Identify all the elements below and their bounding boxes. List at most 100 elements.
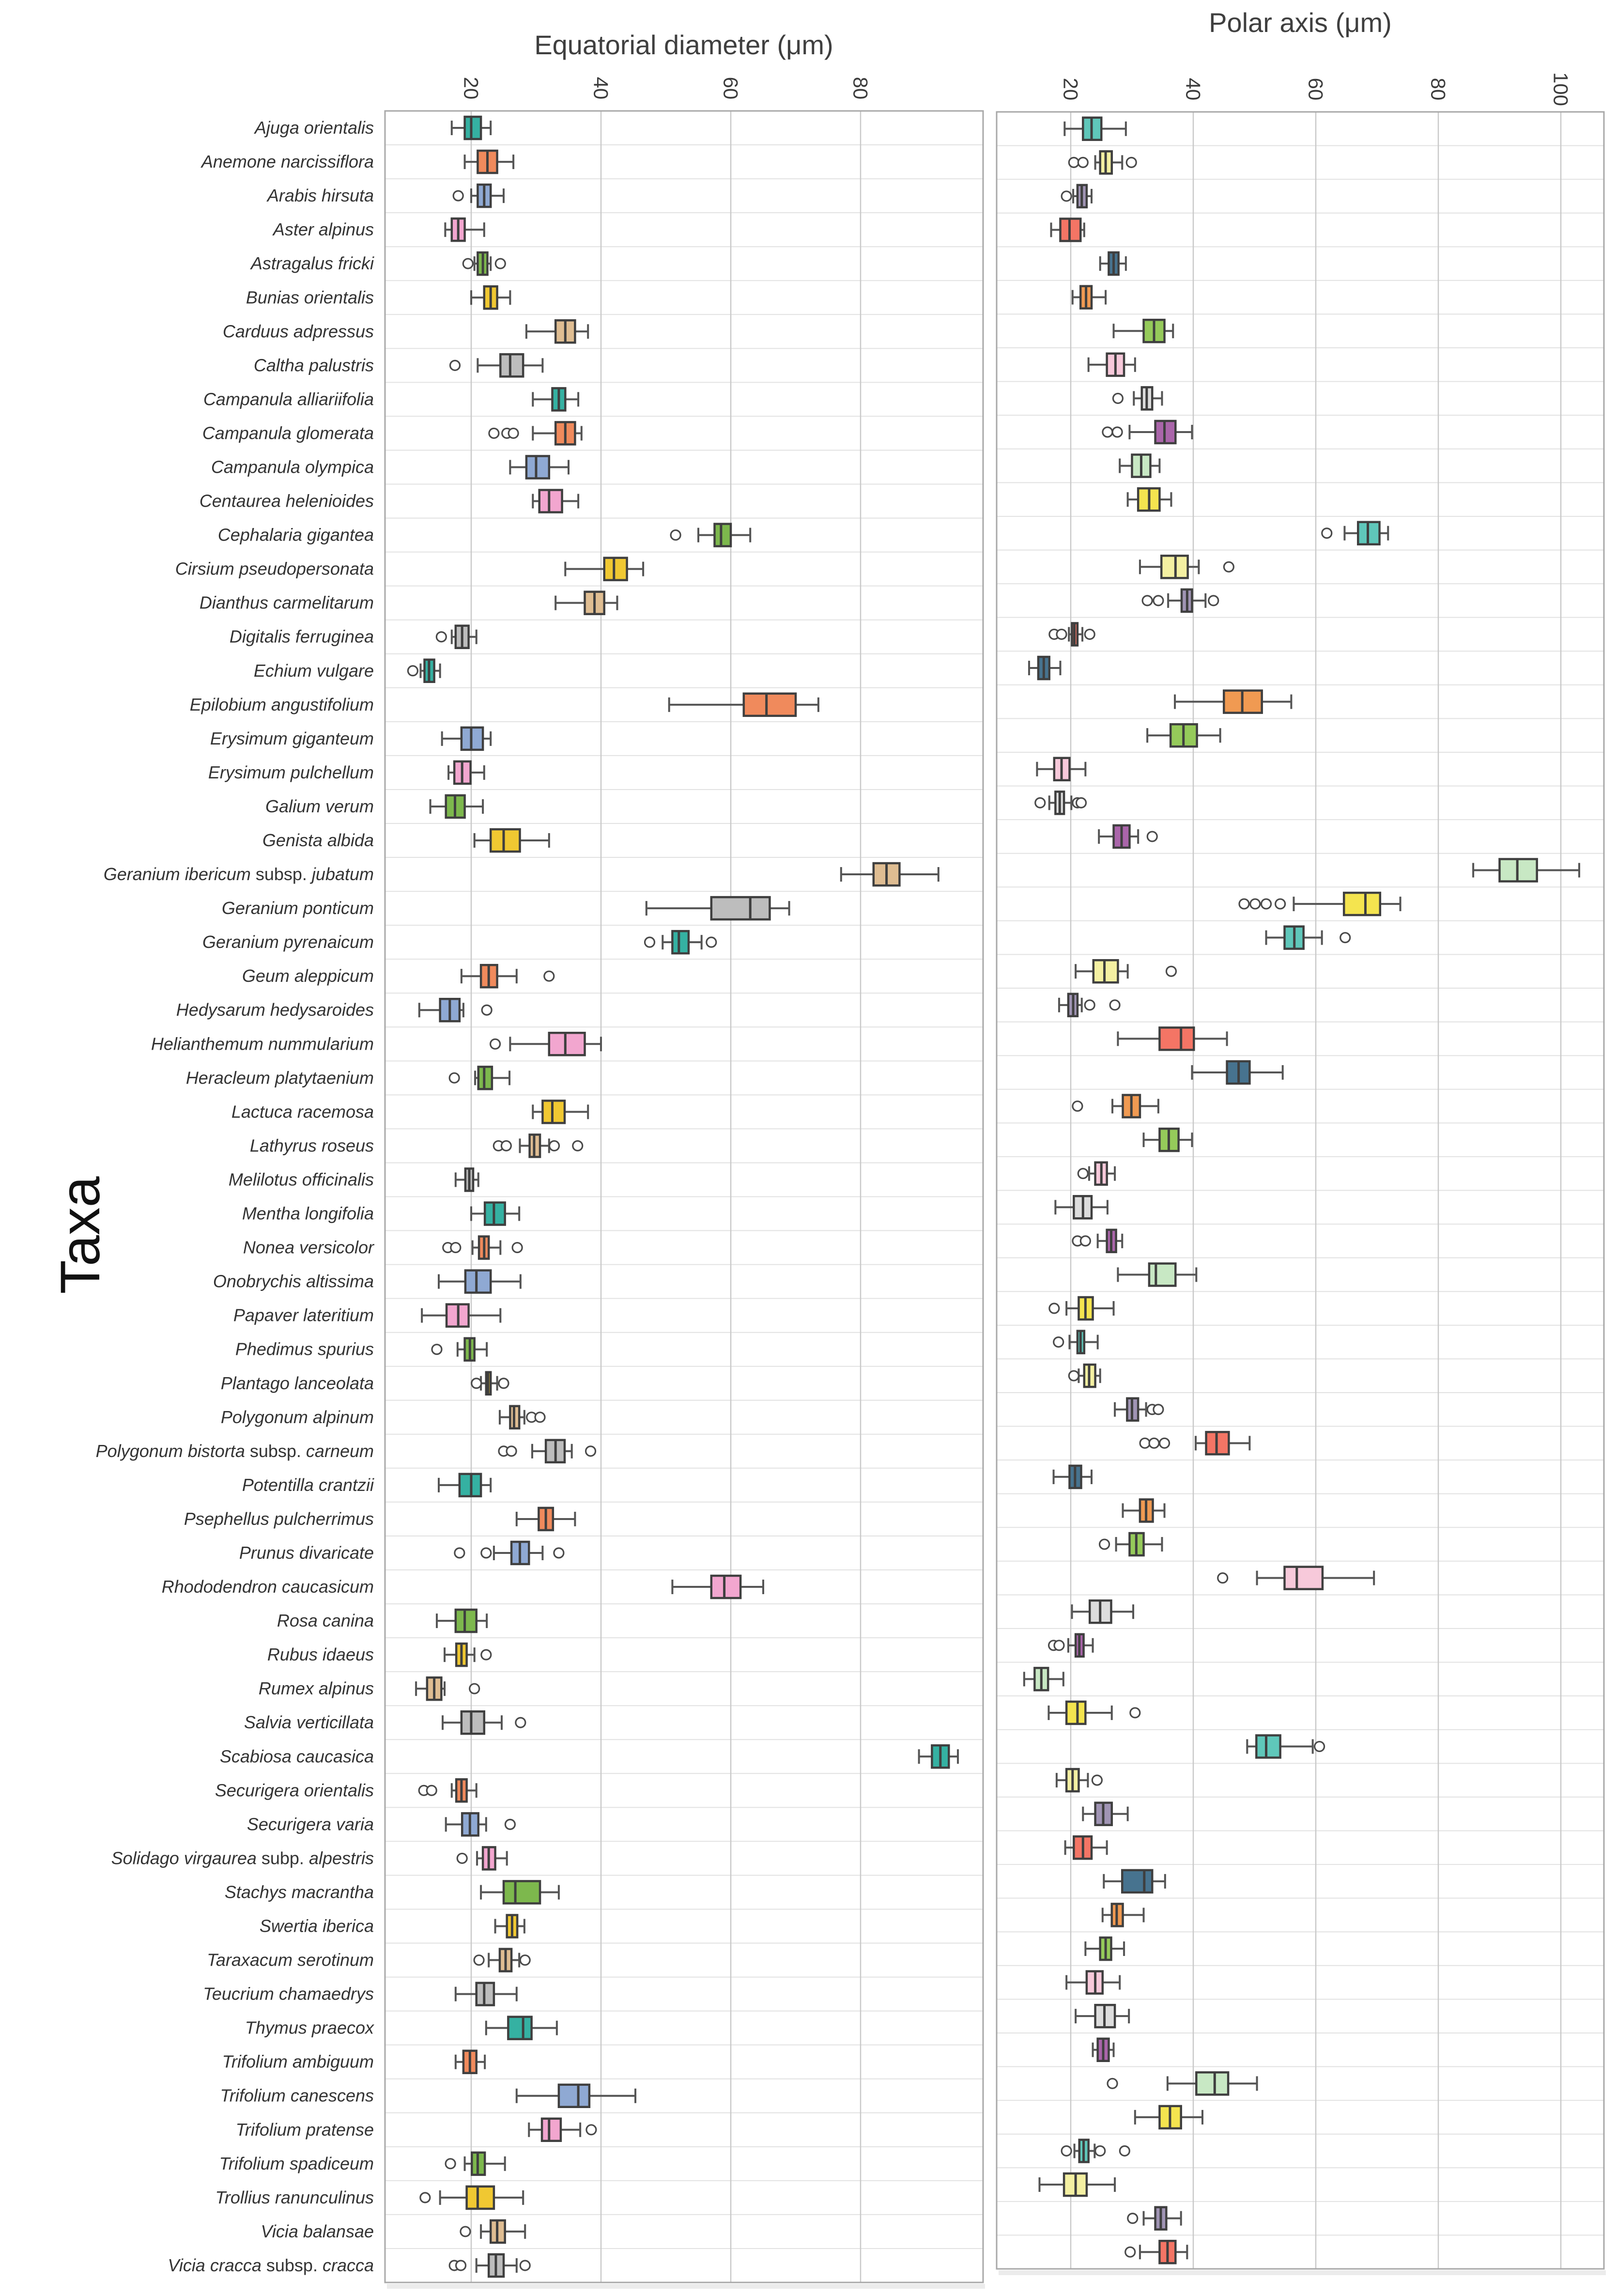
outlier-point [1313, 1740, 1325, 1753]
iqr-box [454, 1608, 477, 1633]
taxa-label: Trifolium spadiceum [219, 2154, 374, 2173]
boxplot-eq-lathyrus-roseus [493, 1133, 584, 1158]
x-tick-label: 80 [849, 77, 872, 100]
boxplot-pol-cephalaria-gigantea [1321, 521, 1389, 545]
boxplot-eq-papaver-lateritium [421, 1303, 502, 1328]
boxplot-eq-galium-verum [429, 794, 484, 819]
boxplot-pol-geranium-ponticum [1238, 891, 1401, 916]
outlier-point [450, 1241, 462, 1254]
iqr-box [464, 1269, 492, 1294]
iqr-box [502, 1880, 541, 1905]
boxplot-eq-phedimus-spurius [431, 1337, 488, 1362]
boxplot-eq-trifolium-ambiguum [454, 2049, 486, 2074]
boxplot-pol-stachys-macrantha [1103, 1869, 1166, 1894]
boxplot-pol-polygonum-bistorta-subsp-carneum [1139, 1431, 1251, 1456]
outlier-point [548, 1140, 560, 1152]
boxplot-eq-vicia-cracca-subsp-cracca [448, 2253, 531, 2278]
boxplot-eq-cirsium-pseudopersonata [564, 557, 645, 581]
boxplot-eq-salvia-verticillata [442, 1710, 526, 1735]
taxa-label: Trollius ranunculinus [216, 2187, 374, 2207]
boxplot-eq-carduus-adpressus [525, 319, 589, 344]
outlier-point [489, 1038, 501, 1050]
boxplot-pol-thymus-praecox [1075, 2003, 1130, 2029]
taxa-label: Taraxacum serotinum [207, 1950, 374, 1970]
x-tick-label: 80 [1427, 78, 1450, 101]
boxplot-pol-digitalis-ferruginea [1048, 622, 1095, 647]
panel-border [996, 111, 1605, 2270]
boxplot-eq-vicia-balansae [460, 2219, 526, 2244]
boxplot-eq-mentha-longifolia [470, 1201, 521, 1226]
taxa-label: Geranium pyrenaicum [202, 932, 374, 952]
boxplot-pol-psephellus-pulcherrimus [1122, 1498, 1166, 1523]
taxa-label: Psephellus pulcherrimus [184, 1509, 374, 1529]
taxa-labels: Ajuga orientalis Anemone narcissiflora Ara… [96, 118, 375, 2275]
boxplot-pol-rosa-canina [1071, 1599, 1135, 1624]
taxa-label: Scabiosa caucasica [220, 1746, 374, 1766]
outlier-point [534, 1412, 546, 1423]
outlier-point [480, 1547, 492, 1559]
outlier-point [585, 2124, 597, 2136]
boxplot-eq-rumex-alpinus [415, 1676, 480, 1701]
taxa-label: Vicia balansae [261, 2221, 374, 2241]
outlier-point [488, 427, 500, 439]
taxa-label: Campanula olympica [211, 457, 374, 477]
boxplot-eq-echium-vulgare [407, 658, 441, 683]
panel-pol: 20 40 60 80 100 [996, 72, 1606, 2275]
boxplot-eq-erysimum-pulchellum [447, 760, 485, 785]
boxplot-pol-plantago-lanceolata [1068, 1363, 1101, 1388]
iqr-box [499, 353, 524, 378]
boxplot-pol-trifolium-canescens [1107, 2071, 1258, 2096]
outlier-point [1077, 156, 1089, 168]
outlier-point [498, 1378, 509, 1389]
boxplot-eq-teucrium-chamaedrys [454, 1982, 518, 2006]
taxa-label: Anemone narcissiflora [200, 152, 374, 171]
taxa-label: Geranium ponticum [222, 898, 374, 918]
boxplot-eq-rhododendron-caucasicum [671, 1574, 764, 1599]
outlier-point [572, 1140, 584, 1152]
boxplot-pol-galium-verum [1034, 791, 1087, 815]
boxplot-eq-campanula-olympica [509, 455, 570, 480]
boxplot-pol-rhododendron-caucasicum [1217, 1566, 1375, 1590]
boxplot-eq-campanula-glomerata [488, 421, 583, 446]
outlier-point [462, 258, 474, 269]
boxplot-pol-geranium-pyrenaicum [1265, 925, 1351, 950]
outlier-point [1340, 932, 1351, 944]
boxplot-eq-campanula-alliariifolia [532, 387, 580, 412]
iqr-box [710, 1574, 742, 1599]
taxa-label: Securigera varia [247, 1814, 374, 1834]
iqr-box [557, 2083, 591, 2108]
taxa-label: Papaver lateritium [233, 1305, 374, 1325]
outlier-point [1102, 426, 1113, 438]
iqr-box [548, 1032, 586, 1056]
taxa-label: Dianthus carmelitarum [200, 593, 374, 613]
x-tick-label: 40 [590, 77, 613, 100]
taxa-label: Carduus adpressus [223, 321, 374, 341]
iqr-box [460, 1710, 486, 1735]
taxa-label: Genista albida [262, 830, 374, 850]
boxplot-eq-anemone-narcissiflora [463, 149, 515, 174]
boxplot-eq-prunus-divaricate [454, 1540, 565, 1566]
taxa-label: Galium verum [265, 796, 374, 816]
boxplot-pol-swertia-iberica [1101, 1903, 1145, 1927]
boxplot-eq-potentilla-crantzii [438, 1473, 492, 1498]
boxplot-pol-caltha-palustris [1087, 352, 1136, 377]
boxplot-pol-rubus-idaeus [1047, 1633, 1094, 1658]
outlier-point [1153, 1404, 1164, 1415]
x-tick-label: 20 [460, 77, 483, 100]
iqr-box [541, 1100, 566, 1124]
boxplot-eq-centaurea-helenioides [532, 489, 580, 513]
boxplot-eq-geranium-ponticum [645, 896, 790, 921]
outlier-point [1119, 2145, 1130, 2157]
boxplot-pol-nonea-versicolor [1072, 1228, 1124, 1254]
outlier-point [1153, 595, 1164, 606]
outlier-point [448, 1072, 460, 1084]
taxa-label: Hedysarum hedysaroides [176, 1000, 374, 1020]
taxa-label: Caltha palustris [254, 355, 374, 375]
x-tick-label: 60 [1305, 78, 1327, 101]
boxplot-pol-bunias-orientalis [1071, 285, 1107, 310]
boxplot-pol-mentha-longifolia [1054, 1195, 1109, 1220]
outlier-point [419, 2192, 431, 2203]
boxplot-eq-bunias-orientalis [470, 285, 511, 310]
taxa-label: Rumex alpinus [259, 1678, 374, 1698]
outlier-point [469, 1683, 480, 1694]
